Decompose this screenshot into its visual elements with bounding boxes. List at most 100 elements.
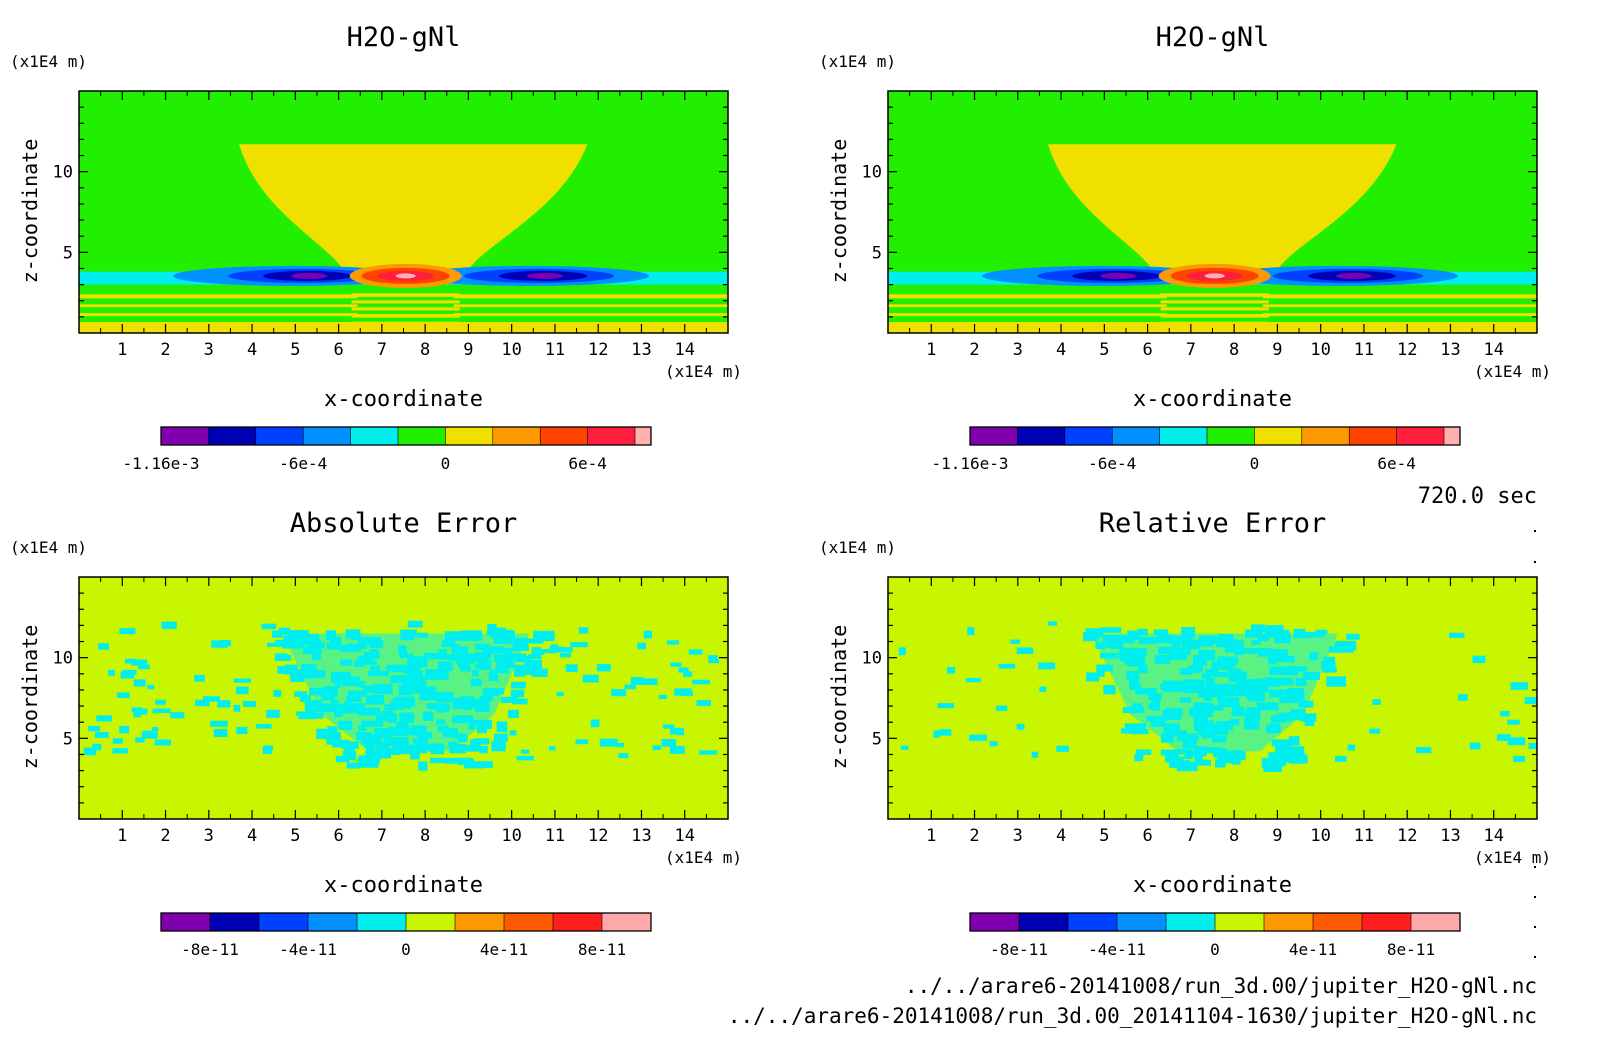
error-speckle (125, 658, 137, 664)
error-blob (444, 758, 465, 764)
contour-wave (357, 289, 454, 293)
error-speckle (565, 664, 578, 673)
error-speckle (611, 689, 626, 697)
error-blob (1223, 750, 1246, 761)
heatmap-field (888, 91, 1537, 333)
error-speckle (256, 723, 272, 729)
error-speckle (400, 629, 418, 638)
error-speckle (95, 732, 109, 738)
error-blob (500, 696, 518, 704)
error-speckle (1322, 667, 1337, 673)
contour-plume (1048, 144, 1397, 279)
error-speckle (210, 720, 228, 727)
error-speckle (263, 745, 274, 751)
x-tick-label: 8 (1229, 340, 1239, 360)
colorbar-swatch (1349, 427, 1397, 445)
colorbar-swatch (208, 427, 256, 445)
error-speckle (662, 724, 675, 729)
error-speckle (937, 703, 954, 709)
colorbar-frame (160, 426, 652, 446)
error-speckle (399, 653, 414, 659)
error-speckle (1257, 633, 1269, 642)
error-speckle (969, 734, 988, 741)
error-speckle (520, 749, 530, 754)
colorbar: -8e-11 -4e-11 0 4e-11 8e-11 (160, 912, 652, 959)
error-speckle (327, 734, 340, 741)
error-speckle (299, 669, 318, 675)
error-blob (1160, 749, 1179, 756)
x-tick-label: 7 (1186, 826, 1196, 846)
error-speckle (135, 737, 145, 743)
error-blob (284, 664, 298, 675)
error-speckle (1251, 640, 1261, 645)
error-blob (1137, 628, 1148, 636)
heatmap-field (888, 577, 1537, 819)
x-tick-label: 6 (1142, 826, 1152, 846)
error-blob (1288, 736, 1300, 746)
colorbar-swatch (350, 427, 398, 445)
contour-plume (239, 144, 588, 279)
error-speckle (898, 647, 906, 656)
error-blob (1134, 753, 1144, 762)
x-tick-label: 6 (333, 340, 343, 360)
error-speckle (513, 664, 530, 673)
error-speckle (236, 686, 249, 695)
error-speckle (137, 664, 150, 670)
error-core (1091, 633, 1338, 752)
error-speckle (696, 700, 712, 706)
contour-wave (351, 314, 460, 318)
error-speckle (688, 649, 703, 655)
x-tick-label: 12 (1397, 340, 1417, 360)
error-speckle (666, 640, 679, 645)
x-tick-label: 13 (631, 826, 651, 846)
error-speckle (437, 725, 449, 732)
contour-wave (1160, 314, 1269, 318)
error-speckle (643, 630, 653, 639)
x-tick-label: 10 (501, 826, 521, 846)
y-tick-label: 10 (53, 649, 73, 669)
error-blob (1184, 750, 1194, 760)
file-path-2: ../../arare6-20141008/run_3d.00_20141104… (728, 1004, 1537, 1028)
x-tick-label: 11 (1354, 826, 1374, 846)
contour-wave (1166, 289, 1263, 293)
x-tick-label: 11 (1354, 340, 1374, 360)
time-label: 720.0 sec (1418, 484, 1537, 509)
heatmap-field (79, 91, 728, 333)
error-speckle (1096, 664, 1113, 672)
error-speckle (1507, 737, 1526, 746)
error-speckle (1174, 647, 1191, 655)
error-speckle (624, 684, 636, 690)
contour-wave (1160, 293, 1269, 297)
x-tick-label: 4 (247, 340, 257, 360)
colorbar-label: -4e-11 (1088, 940, 1146, 959)
error-speckle (370, 665, 381, 671)
error-speckle (683, 671, 693, 677)
error-speckle (1292, 755, 1308, 764)
error-speckle (343, 701, 354, 708)
error-speckle (346, 695, 362, 702)
error-blob (533, 630, 555, 642)
error-blob (346, 762, 360, 769)
x-tick-label: 11 (545, 826, 565, 846)
error-speckle (933, 730, 940, 738)
colorbar-label: 6e-4 (568, 454, 607, 473)
error-blob (1321, 661, 1336, 670)
error-blob (345, 629, 359, 635)
error-speckle (203, 696, 220, 702)
x-tick-label: 6 (333, 826, 343, 846)
colorbar-label: -8e-11 (181, 940, 239, 959)
x-tick-label: 3 (1013, 826, 1023, 846)
error-blob (531, 668, 548, 678)
error-speckle (271, 630, 283, 638)
error-speckle (137, 708, 148, 715)
error-speckle (1176, 749, 1191, 755)
x-tick-label: 3 (204, 340, 214, 360)
y-tick-label: 5 (63, 243, 73, 263)
error-speckle (998, 663, 1016, 669)
error-speckle (298, 711, 317, 720)
error-speckle (122, 669, 137, 675)
file-path-1: ../../arare6-20141008/run_3d.00/jupiter_… (905, 974, 1537, 998)
error-speckle (1188, 665, 1203, 673)
